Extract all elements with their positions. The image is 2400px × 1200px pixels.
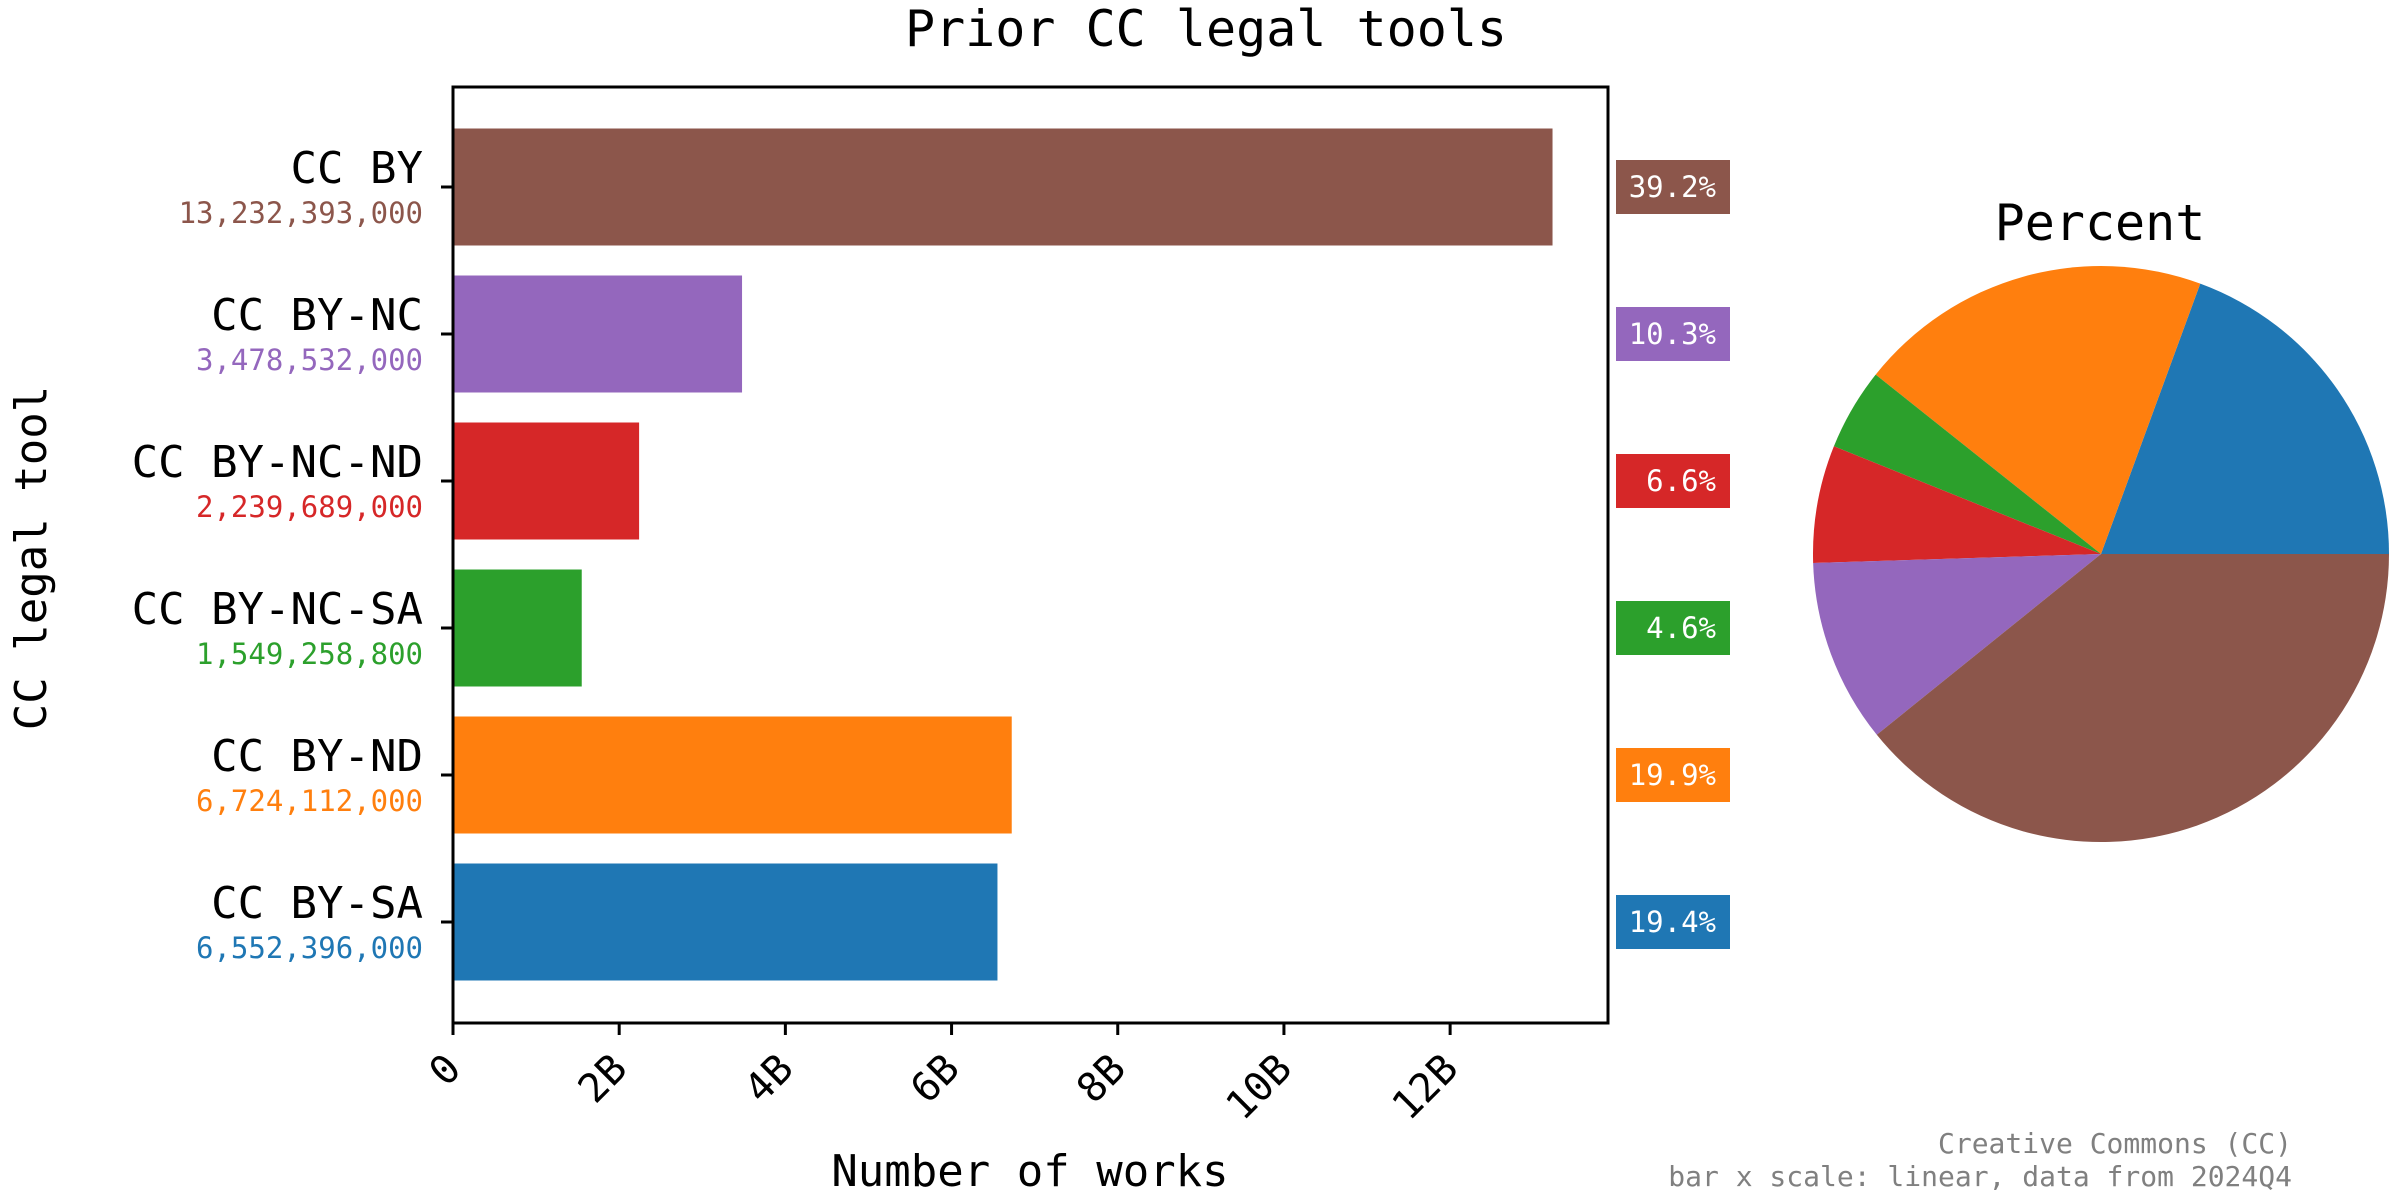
percent-label: 39.2% <box>1629 170 1716 204</box>
x-tick-label: 8B <box>1068 1046 1135 1113</box>
percent-label-box <box>1616 895 1730 949</box>
bar-value-label: 2,239,689,000 <box>196 490 423 524</box>
bar-value-label: 6,552,396,000 <box>196 931 423 965</box>
percent-label: 6.6% <box>1646 464 1716 498</box>
percent-label-box <box>1616 748 1730 802</box>
percent-labels-layer: 39.2% 10.3% 6.6% 4.6% 19.9% 19.4% <box>1616 160 1730 949</box>
percent-label: 19.4% <box>1629 905 1716 939</box>
x-tick-label: 0 <box>421 1046 471 1096</box>
x-tick-label: 6B <box>902 1046 969 1113</box>
footer-line-1: Creative Commons (CC) <box>1938 1127 2292 1160</box>
y-tick-label: CC BY-NC-SA <box>132 584 423 635</box>
x-axis: 0 2B 4B 6B 8B 10B 12B <box>421 1023 1468 1130</box>
bar-value-label: 13,232,393,000 <box>179 196 423 230</box>
percent-label-box <box>1616 454 1730 508</box>
x-tick-label: 10B <box>1217 1046 1301 1130</box>
percent-label: 4.6% <box>1646 611 1716 645</box>
y-tick-label: CC BY-NC <box>211 290 423 341</box>
pie-slice-5 <box>1876 554 2389 843</box>
bar-chart-title: Prior CC legal tools <box>905 0 1507 58</box>
pie-chart <box>1812 265 2389 843</box>
percent-label-box <box>1616 601 1730 655</box>
y-tick-label: CC BY <box>291 143 423 194</box>
footer-line-2: bar x scale: linear, data from 2024Q4 <box>1668 1160 2292 1193</box>
pie-slice-3 <box>1812 446 2101 564</box>
bar-4 <box>453 716 1012 834</box>
x-tick-label: 2B <box>570 1046 637 1113</box>
y-axis-label: CC legal tool <box>6 386 57 730</box>
pie-slice-0 <box>2101 283 2389 554</box>
percent-label-box <box>1616 307 1730 361</box>
bar-3 <box>453 569 582 687</box>
bar-0 <box>453 128 1553 246</box>
pie-chart-title: Percent <box>1995 194 2206 252</box>
x-tick-label: 12B <box>1384 1046 1468 1130</box>
bar-value-label: 3,478,532,000 <box>196 343 423 377</box>
percent-label: 19.9% <box>1629 758 1716 792</box>
bar-1 <box>453 275 743 393</box>
plot-frame <box>451 85 1610 1025</box>
y-tick-label: CC BY-ND <box>211 731 423 782</box>
x-axis-label: Number of works <box>831 1146 1228 1197</box>
x-tick-label: 4B <box>736 1046 803 1113</box>
y-tick-label: CC BY-SA <box>211 878 423 929</box>
bar-value-label: 6,724,112,000 <box>196 784 423 818</box>
y-tick-label: CC BY-NC-ND <box>132 437 423 488</box>
percent-label: 10.3% <box>1629 317 1716 351</box>
bar-5 <box>453 863 998 981</box>
percent-label-box <box>1616 160 1730 214</box>
bar-2 <box>453 422 640 540</box>
pie-slice-2 <box>1833 374 2101 554</box>
bar-value-label: 1,549,258,800 <box>196 637 423 671</box>
pie-slice-4 <box>1813 554 2101 735</box>
pie-slice-1 <box>1875 265 2201 554</box>
